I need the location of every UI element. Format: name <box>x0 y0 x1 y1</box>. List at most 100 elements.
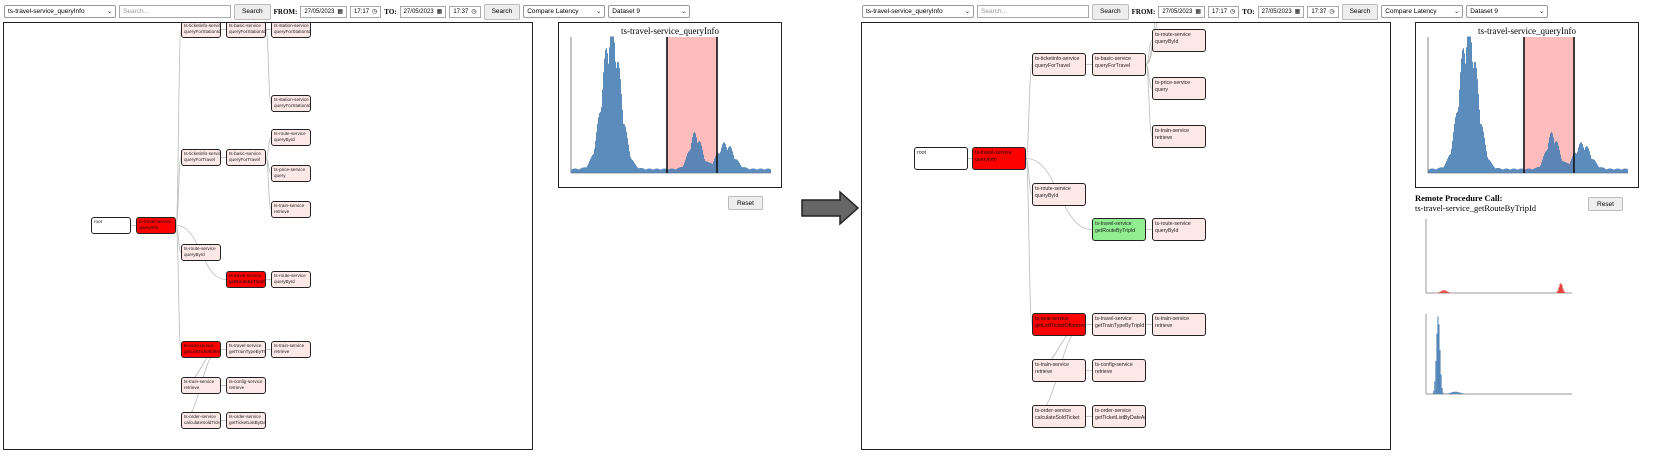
left-service-select[interactable]: ts-travel-service_queryInfo ⌄ <box>4 5 116 18</box>
rpc-histogram-bar <box>1442 290 1444 293</box>
histogram-bar <box>1522 168 1523 173</box>
right-from-date[interactable]: 27/05/2023 ▦ <box>1158 5 1206 18</box>
left-tree-node-n5[interactable]: ts-price-service query <box>271 165 311 182</box>
right-tree-node-n12[interactable]: ts-train-service retrieve <box>1152 313 1206 336</box>
left-search2-button[interactable]: Search <box>483 3 521 20</box>
left-search-button[interactable]: Search <box>234 3 271 20</box>
node-operation-label: queryForTravel <box>1095 63 1130 69</box>
right-tree-node-n9[interactable]: ts-route-service queryById <box>1152 218 1206 241</box>
left-tree-node-n13[interactable]: ts-train-service retrieve <box>181 377 221 394</box>
left-tree-node-n17[interactable]: ts-ticketinfo-service queryForStationId <box>181 23 221 38</box>
left-tree-node-n3[interactable]: ts-basic-service queryForTravel <box>226 149 266 166</box>
histogram-bar <box>1510 169 1511 173</box>
left-tree-node-n1[interactable]: ts-travel-service queryInfo <box>136 217 176 234</box>
right-search-input[interactable]: Search... <box>977 5 1089 18</box>
histogram-bar <box>750 169 751 173</box>
left-to-date[interactable]: 27/05/2023 ▦ <box>399 5 447 18</box>
left-tree-node-n9[interactable]: ts-route-service queryById <box>271 271 311 288</box>
left-from-time[interactable]: 17:17 ◷ <box>350 5 382 18</box>
right-tree-node-n4[interactable]: ts-route-service queryById <box>1152 29 1206 52</box>
node-service-label: ts-travel-service <box>229 273 262 278</box>
right-mode-select[interactable]: Compare Latency ⌄ <box>1381 5 1464 18</box>
histogram-bar <box>761 168 762 173</box>
right-dataset-select[interactable]: Dataset 9 ⌄ <box>1466 5 1549 18</box>
histogram-bar <box>1521 168 1522 173</box>
tree-edge <box>1025 158 1033 325</box>
histogram-bar <box>682 166 683 173</box>
right-tree-node-n8[interactable]: ts-travel-service getRouteByTripId <box>1092 218 1146 241</box>
right-tree-node-n5[interactable]: ts-price-service query <box>1152 77 1206 100</box>
right-tree-node-n2[interactable]: ts-ticketinfo-service queryForTravel <box>1032 53 1086 76</box>
rpc-histogram-bar <box>1556 292 1558 293</box>
right-service-select[interactable]: ts-travel-service_queryInfo ⌄ <box>862 5 974 18</box>
node-operation-label: getLeftTicketOfInterval <box>1035 323 1086 329</box>
right-search-button[interactable]: Search <box>1092 3 1129 20</box>
left-tree-node-n15[interactable]: ts-order-service calculateSoldTicket <box>181 412 221 429</box>
right-tree-node-n3[interactable]: ts-basic-service queryForTravel <box>1092 53 1146 76</box>
left-tree-node-n2[interactable]: ts-ticketinfo-service queryForTravel <box>181 149 221 166</box>
left-from-date[interactable]: 27/05/2023 ▦ <box>300 5 348 18</box>
right-tree-node-n10[interactable]: ts-seat-service getLeftTicketOfInterval <box>1032 313 1086 336</box>
right-latency-histogram[interactable]: ts-travel-service_queryInfo <box>1415 22 1639 188</box>
histogram-bar <box>766 168 767 173</box>
right-tree-node-n7[interactable]: ts-route-service queryById <box>1032 183 1086 206</box>
histogram-bar <box>592 155 593 173</box>
histogram-bar <box>644 168 645 173</box>
right-reset-button[interactable]: Reset <box>1588 197 1623 211</box>
right-to-time[interactable]: 17:37 ◷ <box>1307 5 1339 18</box>
histogram-bar <box>1590 154 1591 173</box>
left-to-time[interactable]: 17:37 ◷ <box>449 5 481 18</box>
left-tree-node-n4[interactable]: ts-route-service queryById <box>271 129 311 146</box>
right-tree-node-n15[interactable]: ts-order-service calculateSoldTicket <box>1032 405 1086 428</box>
left-tree-node-n20[interactable]: ts-station-service queryForStationId <box>271 95 311 112</box>
right-from-time[interactable]: 17:17 ◷ <box>1208 5 1240 18</box>
histogram-bar <box>1495 168 1496 173</box>
left-tree-node-root[interactable]: root <box>91 217 131 234</box>
left-tree-node-n7[interactable]: ts-route-service queryById <box>181 244 221 261</box>
left-tree-node-n8[interactable]: ts-travel-service getRouteByTripId <box>226 271 266 288</box>
histogram-bar <box>1622 169 1623 173</box>
right-toolbar: ts-travel-service_queryInfo ⌄ Search... S… <box>862 3 1549 20</box>
calendar-icon: ▦ <box>1195 9 1202 15</box>
histogram-bar <box>1575 152 1576 173</box>
left-mode-select[interactable]: Compare Latency ⌄ <box>523 5 606 18</box>
right-tree-node-root[interactable]: root <box>914 147 968 170</box>
right-tree-node-n13[interactable]: ts-train-service retrieve <box>1032 359 1086 382</box>
rpc-histogram-axis <box>1425 219 1572 294</box>
histogram-bar <box>648 168 649 173</box>
rpc-histogram-bar <box>1562 288 1564 293</box>
left-tree-node-n12[interactable]: ts-train-service retrieve <box>271 341 311 358</box>
left-reset-button[interactable]: Reset <box>728 196 763 210</box>
histogram-bar <box>620 79 621 173</box>
left-tree-node-n19[interactable]: ts-station-service queryForStationId <box>271 23 311 38</box>
histogram-bar <box>1580 142 1581 173</box>
histogram-bar <box>1527 168 1528 173</box>
right-tree-node-n1[interactable]: ts-travel-service queryInfo <box>972 147 1026 170</box>
arrow-right-icon <box>801 190 860 226</box>
left-tree-node-n6[interactable]: ts-train-service retrieve <box>271 201 311 218</box>
histogram-bar <box>751 168 752 173</box>
rpc-histogram-bar <box>1441 290 1443 293</box>
right-tree-node-n6[interactable]: ts-train-service retrieve <box>1152 125 1206 148</box>
right-tree-node-n11[interactable]: ts-travel-service getTrainTypeByTripId <box>1092 313 1146 336</box>
histogram-bar <box>589 161 590 173</box>
histogram-bar <box>593 154 594 173</box>
left-tree-node-n16[interactable]: ts-order-servicegetTicketListByDateAndTr… <box>226 412 266 429</box>
histogram-bar <box>1561 159 1562 173</box>
left-dataset-select[interactable]: Dataset 9 ⌄ <box>608 5 691 18</box>
right-tree-node-n14[interactable]: ts-config-service retrieve <box>1092 359 1146 382</box>
left-latency-histogram[interactable]: ts-travel-service_queryInfo <box>558 22 782 188</box>
right-tree-node-n16[interactable]: ts-order-servicegetTicketListByDateAndTr… <box>1092 405 1146 428</box>
right-to-date[interactable]: 27/05/2023 ▦ <box>1257 5 1305 18</box>
left-tree-node-n18[interactable]: ts-basic-service queryForStationId <box>226 23 266 38</box>
left-search-input[interactable]: Search... <box>119 5 231 18</box>
histogram-bar <box>1543 156 1544 173</box>
left-tree-node-n14[interactable]: ts-config-service retrieve <box>226 377 266 394</box>
rpc-histogram-bar <box>1438 324 1440 394</box>
right-search2-button[interactable]: Search <box>1341 3 1379 20</box>
histogram-bar <box>582 167 583 173</box>
histogram-bar <box>1467 36 1468 173</box>
histogram-bar <box>1554 142 1555 173</box>
